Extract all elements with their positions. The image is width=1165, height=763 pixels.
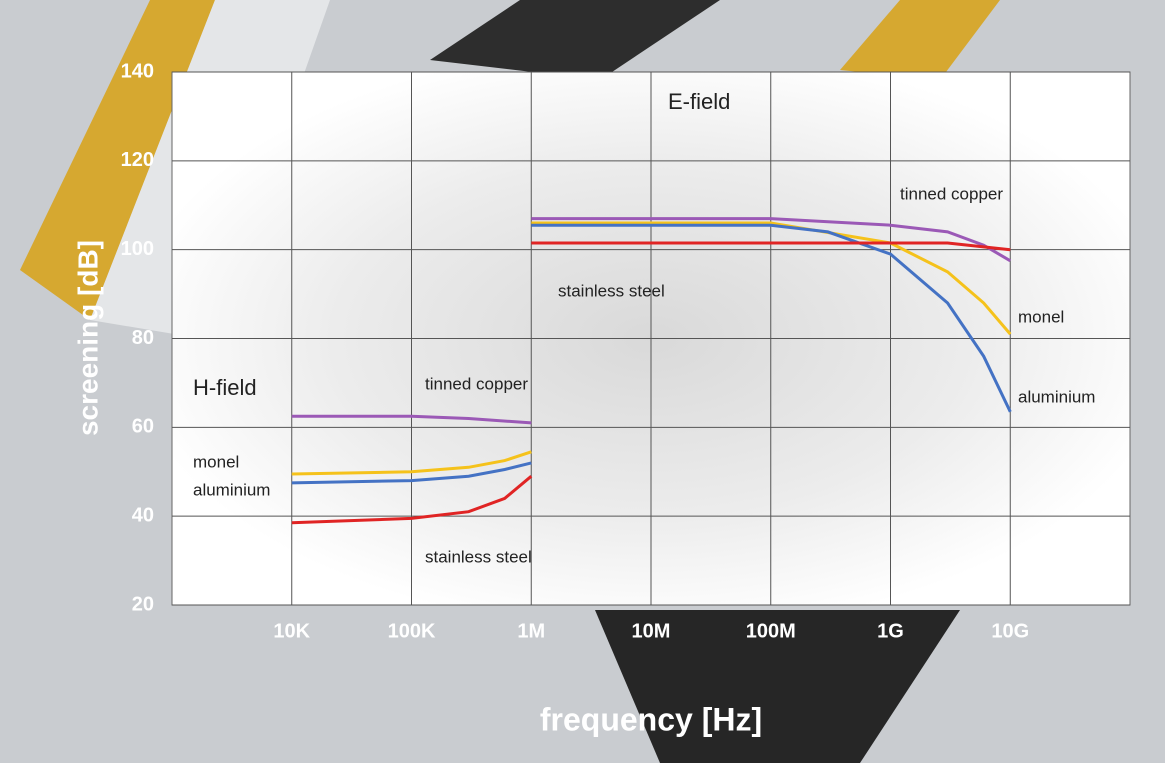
y-tick-label: 40: [132, 504, 154, 526]
series-label: stainless steel: [558, 281, 665, 300]
x-axis-label: frequency [Hz]: [540, 701, 762, 737]
y-tick-label: 140: [121, 60, 154, 82]
stripe: [20, 0, 215, 320]
series-line: [291, 475, 533, 525]
stripe: [595, 610, 960, 763]
series-label: aluminium: [193, 480, 270, 499]
series-label: stainless steel: [425, 547, 532, 566]
series-line: [531, 241, 1011, 252]
stripe: [430, 0, 720, 80]
x-tick-label: 10M: [632, 620, 671, 642]
series-label: aluminium: [1018, 387, 1095, 406]
x-tick-label: 10G: [991, 620, 1029, 642]
series-label: tinned copper: [900, 184, 1003, 203]
annotation: H-field: [193, 375, 257, 400]
x-tick-label: 1M: [517, 620, 545, 642]
x-tick-label: 100M: [746, 620, 796, 642]
y-tick-label: 120: [121, 149, 154, 171]
y-axis-label: screening [dB]: [72, 240, 103, 436]
series-label: tinned copper: [425, 374, 528, 393]
series-label: monel: [1018, 307, 1064, 326]
y-tick-label: 80: [132, 327, 154, 349]
y-tick-label: 20: [132, 593, 154, 615]
stripe: [840, 0, 1000, 80]
series-line: [291, 414, 532, 425]
series-line: [291, 450, 532, 476]
y-tick-label: 60: [132, 416, 154, 438]
y-tick-label: 100: [121, 238, 154, 260]
series-line: [531, 221, 1012, 336]
x-tick-label: 100K: [388, 620, 436, 642]
annotation: E-field: [668, 89, 730, 114]
series-line: [291, 461, 532, 485]
x-tick-label: 10K: [273, 620, 310, 642]
x-tick-label: 1G: [877, 620, 904, 642]
series-label: monel: [193, 452, 239, 471]
series-line: [531, 223, 1012, 413]
